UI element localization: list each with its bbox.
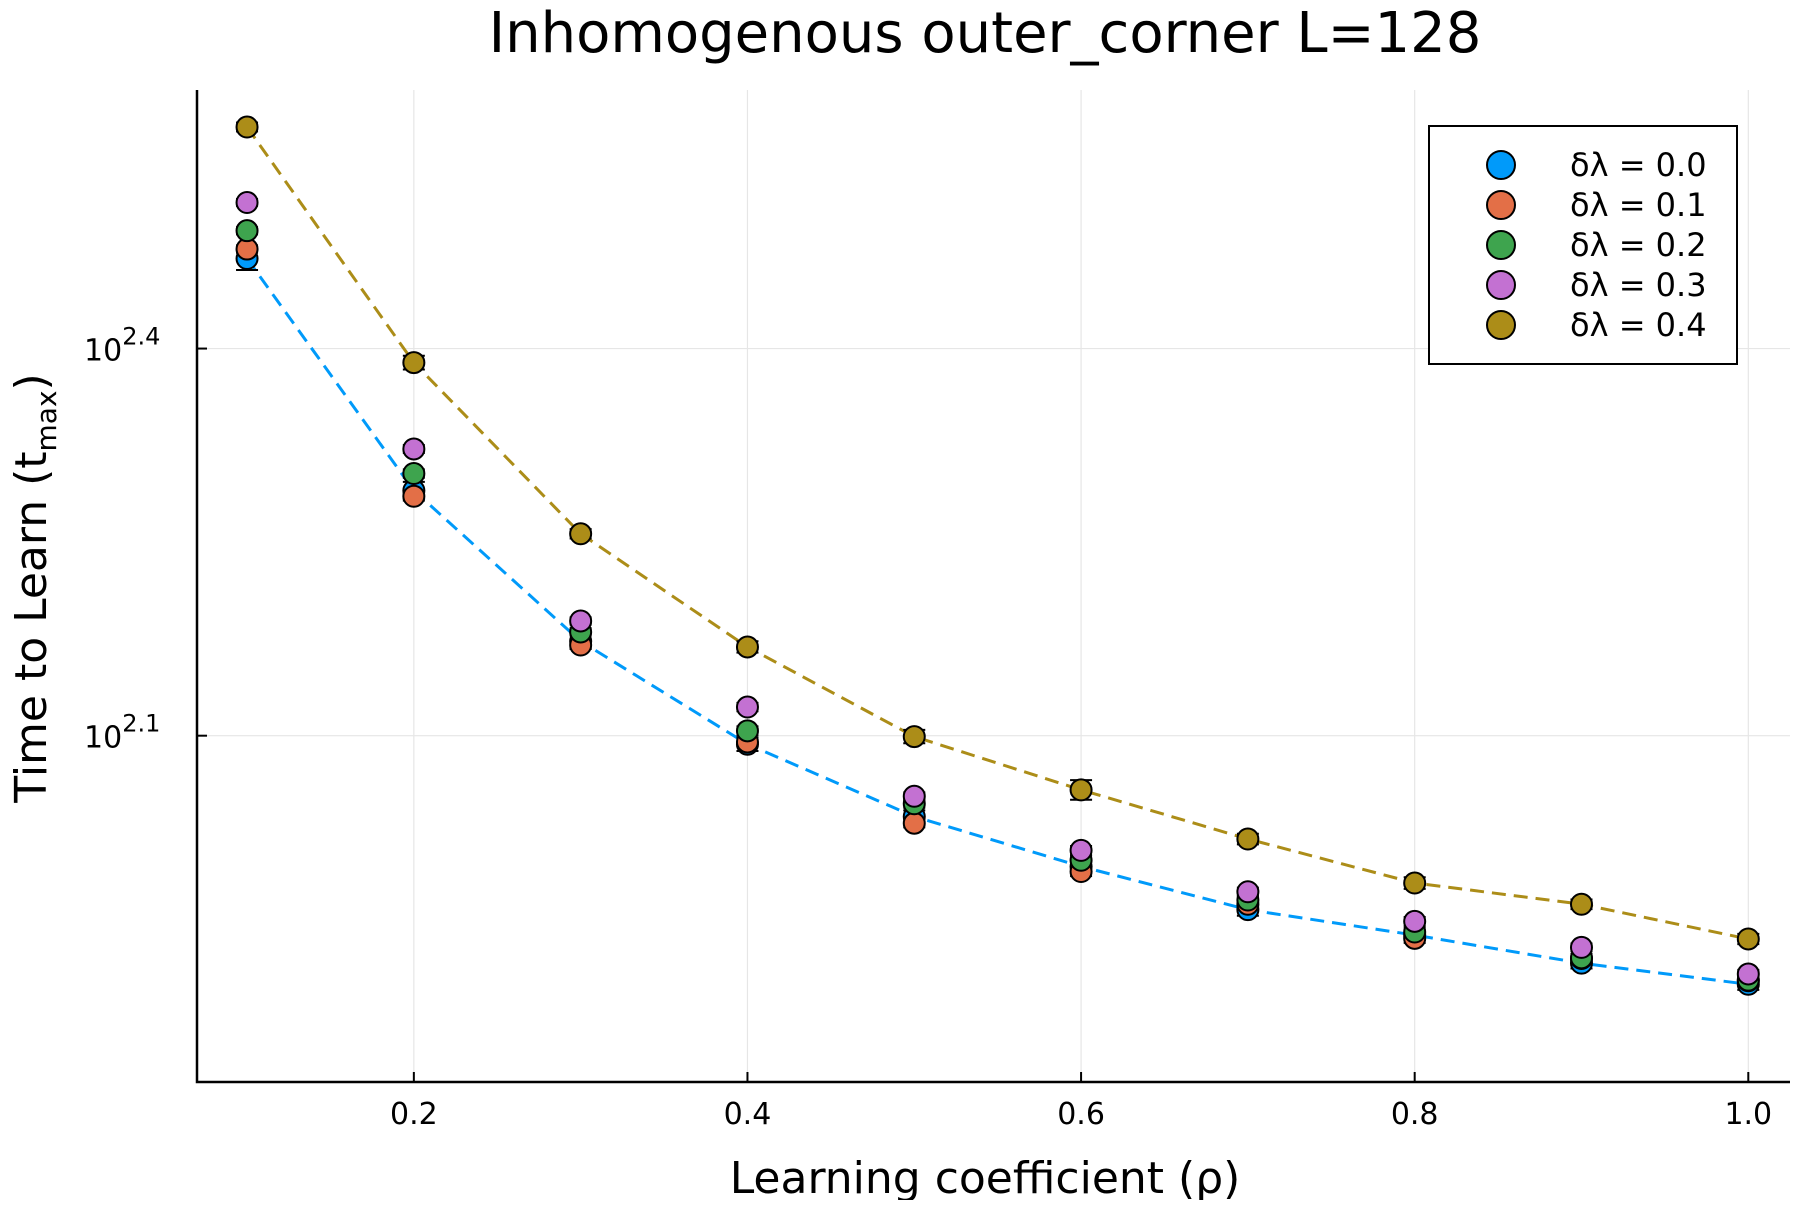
data-point xyxy=(735,719,759,743)
x-tick-label: 1.0 xyxy=(1724,1097,1772,1132)
legend-marker xyxy=(1486,230,1516,260)
legend: δλ = 0.0δλ = 0.1δλ = 0.2δλ = 0.3δλ = 0.4 xyxy=(1428,125,1738,365)
data-point xyxy=(902,784,926,808)
data-point xyxy=(235,115,259,139)
data-point xyxy=(1069,778,1093,802)
data-point xyxy=(402,462,426,486)
y-axis-label-sub: max xyxy=(30,390,63,451)
data-point xyxy=(902,811,926,835)
data-point xyxy=(1236,880,1260,904)
x-axis-label: Learning coefficient (ρ) xyxy=(730,1153,1241,1200)
axes: 0.2 0.4 0.6 0.8 1.0 102.1 102.4 xyxy=(84,90,1790,1132)
axis-frame xyxy=(195,90,1790,1084)
data-point xyxy=(569,522,593,546)
legend-marker xyxy=(1486,270,1516,300)
data-point xyxy=(1736,962,1760,986)
data-point xyxy=(402,351,426,375)
fit-lines xyxy=(245,126,1749,986)
legend-label: δλ = 0.0 xyxy=(1570,146,1707,184)
fit-line-series-0 xyxy=(245,257,1749,986)
y-tick-label: 102.4 xyxy=(84,323,160,369)
legend-marker xyxy=(1486,310,1516,340)
legend-marker xyxy=(1486,190,1516,220)
data-point xyxy=(235,190,259,214)
data-point xyxy=(235,219,259,243)
data-point xyxy=(1403,909,1427,933)
data-point xyxy=(735,695,759,719)
data-point xyxy=(1736,927,1760,951)
data-point xyxy=(402,484,426,508)
y-axis-label-main: Time to Learn (t xyxy=(6,451,57,803)
data-point xyxy=(902,725,926,749)
fit-line-series-4 xyxy=(245,126,1749,941)
data-points xyxy=(235,115,1760,996)
legend-label: δλ = 0.3 xyxy=(1570,266,1707,304)
y-axis-label: Time to Learn (tmax) xyxy=(6,373,63,803)
data-point xyxy=(1569,892,1593,916)
legend-label: δλ = 0.1 xyxy=(1570,186,1707,224)
chart-title: Inhomogenous outer_corner L=128 xyxy=(489,1,1482,66)
x-tick-label: 0.2 xyxy=(390,1097,438,1132)
legend-label: δλ = 0.4 xyxy=(1570,306,1707,344)
data-point xyxy=(1069,838,1093,862)
legend-label: δλ = 0.2 xyxy=(1570,226,1707,264)
legend-box xyxy=(1428,125,1738,365)
y-tick-label: 102.1 xyxy=(84,710,160,756)
data-point xyxy=(569,609,593,633)
data-point xyxy=(1236,827,1260,851)
y-axis-label-close: ) xyxy=(6,373,57,390)
legend-marker xyxy=(1486,150,1516,180)
x-tick-label: 0.8 xyxy=(1391,1097,1439,1132)
data-point xyxy=(1403,871,1427,895)
data-point xyxy=(402,437,426,461)
data-point xyxy=(1569,935,1593,959)
x-tick-label: 0.4 xyxy=(724,1097,772,1132)
x-tick-label: 0.6 xyxy=(1057,1097,1105,1132)
data-point xyxy=(735,635,759,659)
